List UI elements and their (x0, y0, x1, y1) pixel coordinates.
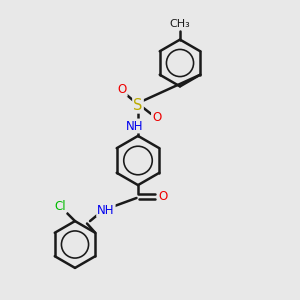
Text: O: O (159, 190, 168, 203)
Text: NH: NH (97, 203, 115, 217)
Text: O: O (118, 83, 127, 96)
Text: S: S (133, 98, 143, 112)
Text: O: O (152, 111, 161, 124)
Text: CH₃: CH₃ (169, 19, 190, 29)
Text: Cl: Cl (54, 200, 66, 213)
Text: NH: NH (126, 119, 144, 133)
